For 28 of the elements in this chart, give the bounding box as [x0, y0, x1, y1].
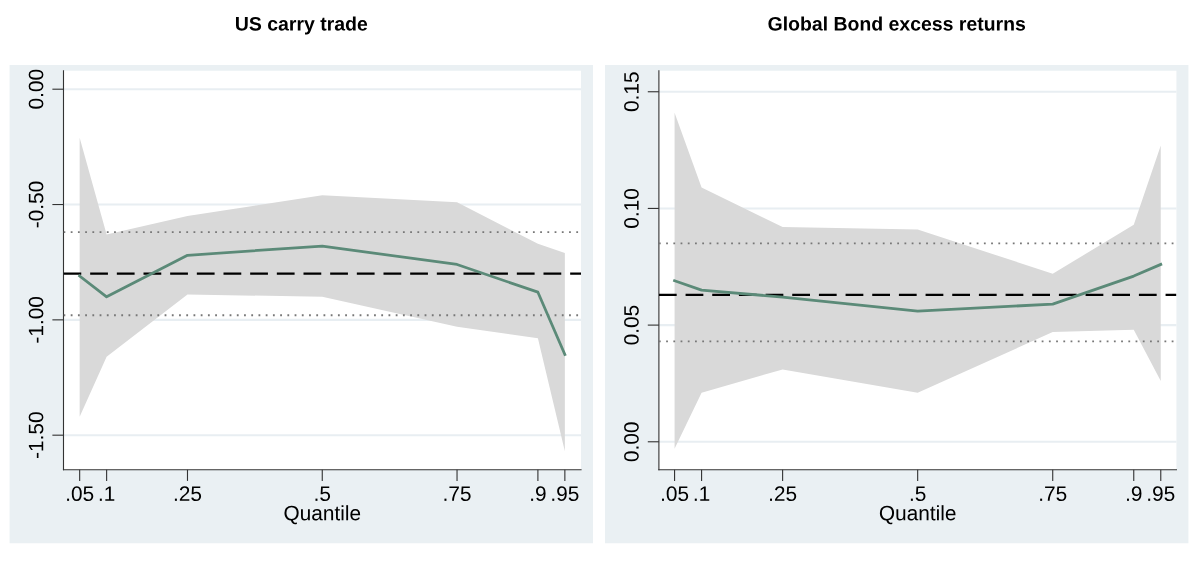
- x-tick-label: .5: [315, 486, 331, 502]
- x-tick-label: .05: [661, 486, 689, 502]
- x-tick-label: .05: [67, 486, 94, 502]
- x-axis-title: Quantile: [879, 505, 956, 525]
- x-tick-label: .9: [531, 486, 546, 502]
- chart-title: US carry trade: [236, 16, 368, 35]
- y-tick-label: 0.00: [28, 69, 44, 109]
- x-tick-label: .75: [1040, 486, 1067, 502]
- x-tick-label: .25: [770, 486, 797, 502]
- x-tick-label: .95: [1148, 486, 1175, 502]
- y-tick-label: 0.15: [624, 72, 639, 112]
- x-tick-label: .1: [99, 486, 115, 501]
- x-tick-label: .1: [694, 486, 710, 501]
- y-tick-label: 0.00: [624, 422, 639, 462]
- y-tick-label: 0.10: [624, 188, 639, 228]
- y-tick-label: 0.05: [624, 305, 639, 345]
- x-axis-title: Quantile: [284, 505, 361, 525]
- x-tick-label: .95: [552, 486, 579, 502]
- line-series: [78, 244, 567, 356]
- line-series: [673, 263, 1163, 313]
- x-tick-label: .9: [1126, 486, 1142, 502]
- y-tick-label: -1.00: [28, 296, 44, 343]
- y-tick-label: -0.50: [28, 181, 44, 228]
- chart-title: Global Bond excess returns: [768, 16, 1026, 31]
- x-tick-label: .25: [174, 486, 202, 502]
- x-tick-label: .5: [910, 486, 926, 502]
- y-tick-label: -1.50: [28, 412, 44, 458]
- x-tick-label: .75: [444, 486, 471, 502]
